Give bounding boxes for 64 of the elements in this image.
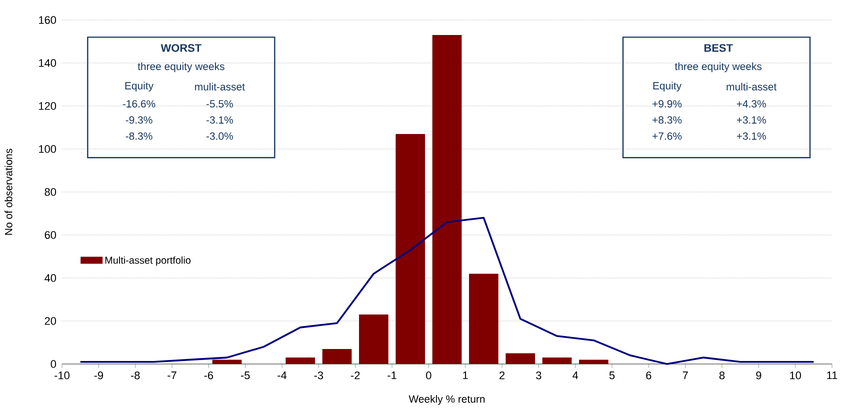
bar bbox=[359, 314, 388, 364]
annotation: BEST bbox=[704, 44, 733, 52]
annotation: three equity weeks bbox=[138, 62, 224, 72]
y-tick-label: 0 bbox=[50, 360, 56, 368]
x-tick-label: -10 bbox=[54, 372, 70, 380]
annotation: mulit-asset bbox=[195, 82, 245, 90]
y-axis-title: No of observations bbox=[4, 148, 12, 235]
y-tick-label: 40 bbox=[44, 274, 56, 282]
annotation: -3.0% bbox=[206, 132, 233, 140]
y-tick-label: 60 bbox=[44, 231, 56, 239]
x-tick-label: -2 bbox=[350, 372, 360, 380]
x-tick-label: -1 bbox=[388, 372, 396, 380]
legend-label: Multi-asset portfolio bbox=[105, 256, 191, 266]
x-tick-label: -7 bbox=[168, 372, 176, 380]
x-tick-label: -9 bbox=[94, 372, 104, 380]
x-tick-label: -4 bbox=[278, 372, 287, 380]
annotation: +8.3% bbox=[652, 116, 682, 124]
x-tick-label: -3 bbox=[314, 372, 324, 380]
annotation: Equity bbox=[125, 82, 154, 92]
annotation: WORST bbox=[160, 44, 202, 52]
x-tick-label: 10 bbox=[790, 372, 801, 380]
bar bbox=[469, 274, 498, 364]
bar bbox=[212, 360, 242, 364]
annotation: -3.1% bbox=[206, 116, 233, 124]
bar bbox=[286, 358, 316, 364]
annotation: -9.3% bbox=[126, 116, 152, 124]
bar bbox=[432, 35, 462, 364]
x-tick-label: 8 bbox=[719, 372, 725, 380]
y-tick-label: 140 bbox=[39, 59, 56, 67]
y-tick-label: 160 bbox=[39, 16, 56, 24]
annotation: -8.3% bbox=[126, 132, 152, 140]
bar bbox=[542, 358, 572, 364]
x-tick-label: 4 bbox=[572, 372, 578, 380]
annotation: multi-asset bbox=[726, 82, 777, 90]
x-tick-label: -8 bbox=[130, 372, 140, 380]
annotation: three equity weeks bbox=[674, 62, 762, 72]
x-tick-label: -5 bbox=[240, 372, 250, 380]
annotation: +3.1% bbox=[736, 116, 766, 124]
annotation: +3.1% bbox=[736, 132, 766, 140]
x-tick-label: 2 bbox=[500, 372, 505, 380]
bar bbox=[322, 348, 352, 364]
x-tick-label: 3 bbox=[536, 372, 542, 380]
annotation: -5.5% bbox=[206, 100, 233, 108]
x-tick-label: -6 bbox=[204, 372, 214, 380]
annotation: +7.6% bbox=[652, 132, 682, 140]
x-tick-label: 11 bbox=[827, 372, 838, 380]
bar bbox=[506, 353, 536, 364]
x-tick-label: 6 bbox=[646, 372, 652, 380]
annotation: Equity bbox=[653, 82, 682, 92]
x-tick-label: 0 bbox=[426, 372, 432, 380]
y-tick-label: 20 bbox=[44, 317, 56, 325]
y-tick-label: 120 bbox=[39, 102, 56, 110]
x-tick-label: 5 bbox=[609, 372, 615, 380]
x-tick-label: 1 bbox=[463, 372, 468, 380]
x-axis-title: Weekly % return bbox=[408, 395, 485, 405]
x-tick-label: 7 bbox=[682, 372, 688, 380]
bar bbox=[579, 360, 608, 364]
bar bbox=[396, 134, 426, 364]
annotation: +9.9% bbox=[652, 100, 682, 108]
y-tick-label: 100 bbox=[39, 145, 56, 153]
y-tick-label: 80 bbox=[44, 188, 56, 196]
annotation: -16.6% bbox=[122, 100, 156, 108]
annotation: +4.3% bbox=[736, 100, 766, 108]
x-tick-label: 9 bbox=[756, 372, 762, 380]
